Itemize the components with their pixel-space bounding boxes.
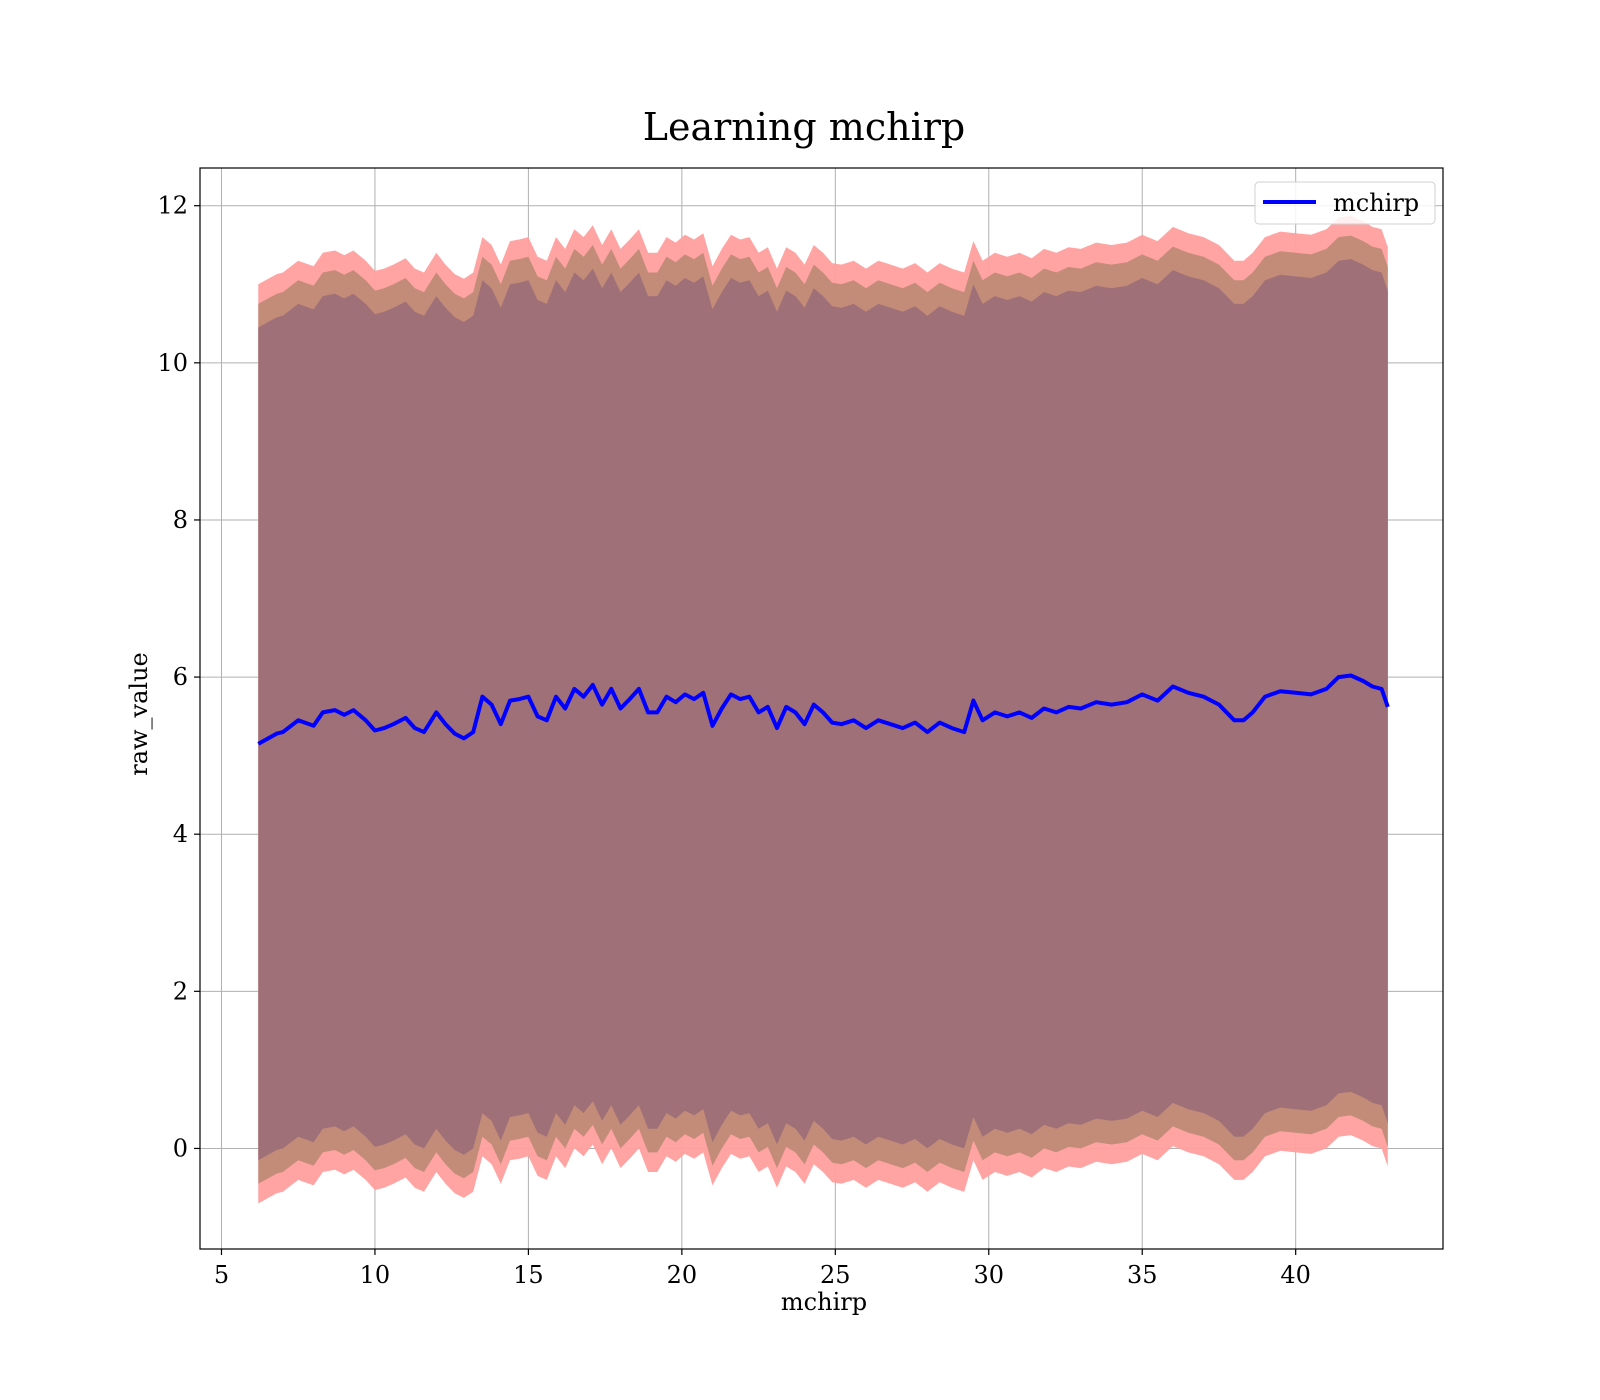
chart-title: Learning mchirp: [643, 105, 965, 149]
y-tick-label: 8: [173, 506, 188, 534]
plot-area: 5 10 15 20 25 30 35 40 0 2 4 6 8 10 12: [157, 167, 1444, 1289]
y-tick-label: 2: [173, 977, 188, 1005]
legend-label: mchirp: [1333, 189, 1419, 217]
y-tick-label: 0: [173, 1134, 188, 1162]
series-lines: [257, 673, 1390, 746]
inner-band: [258, 259, 1388, 1161]
legend-box: [1254, 181, 1436, 225]
x-tick-label: 25: [820, 1261, 851, 1289]
series-line-mchirp: [257, 673, 1390, 746]
x-tick-label: 5: [214, 1261, 229, 1289]
x-tick-label: 15: [513, 1261, 544, 1289]
confidence-bands: [258, 215, 1388, 1204]
y-tick-label: 6: [173, 663, 188, 691]
ticks: 5 10 15 20 25 30 35 40 0 2 4 6 8 10 12: [157, 192, 1311, 1289]
x-tick-label: 40: [1280, 1261, 1311, 1289]
axes-frame: [199, 167, 1444, 1250]
x-tick-label: 20: [667, 1261, 698, 1289]
y-tick-label: 4: [173, 820, 188, 848]
y-tick-label: 12: [157, 192, 188, 220]
x-tick-label: 30: [973, 1261, 1004, 1289]
y-axis-label: raw_value: [125, 652, 153, 776]
legend[interactable]: mchirp: [1254, 181, 1436, 225]
y-tick-label: 10: [157, 349, 188, 377]
x-tick-label: 35: [1127, 1261, 1158, 1289]
x-tick-label: 10: [360, 1261, 391, 1289]
x-axis-label: mchirp: [781, 1288, 867, 1316]
